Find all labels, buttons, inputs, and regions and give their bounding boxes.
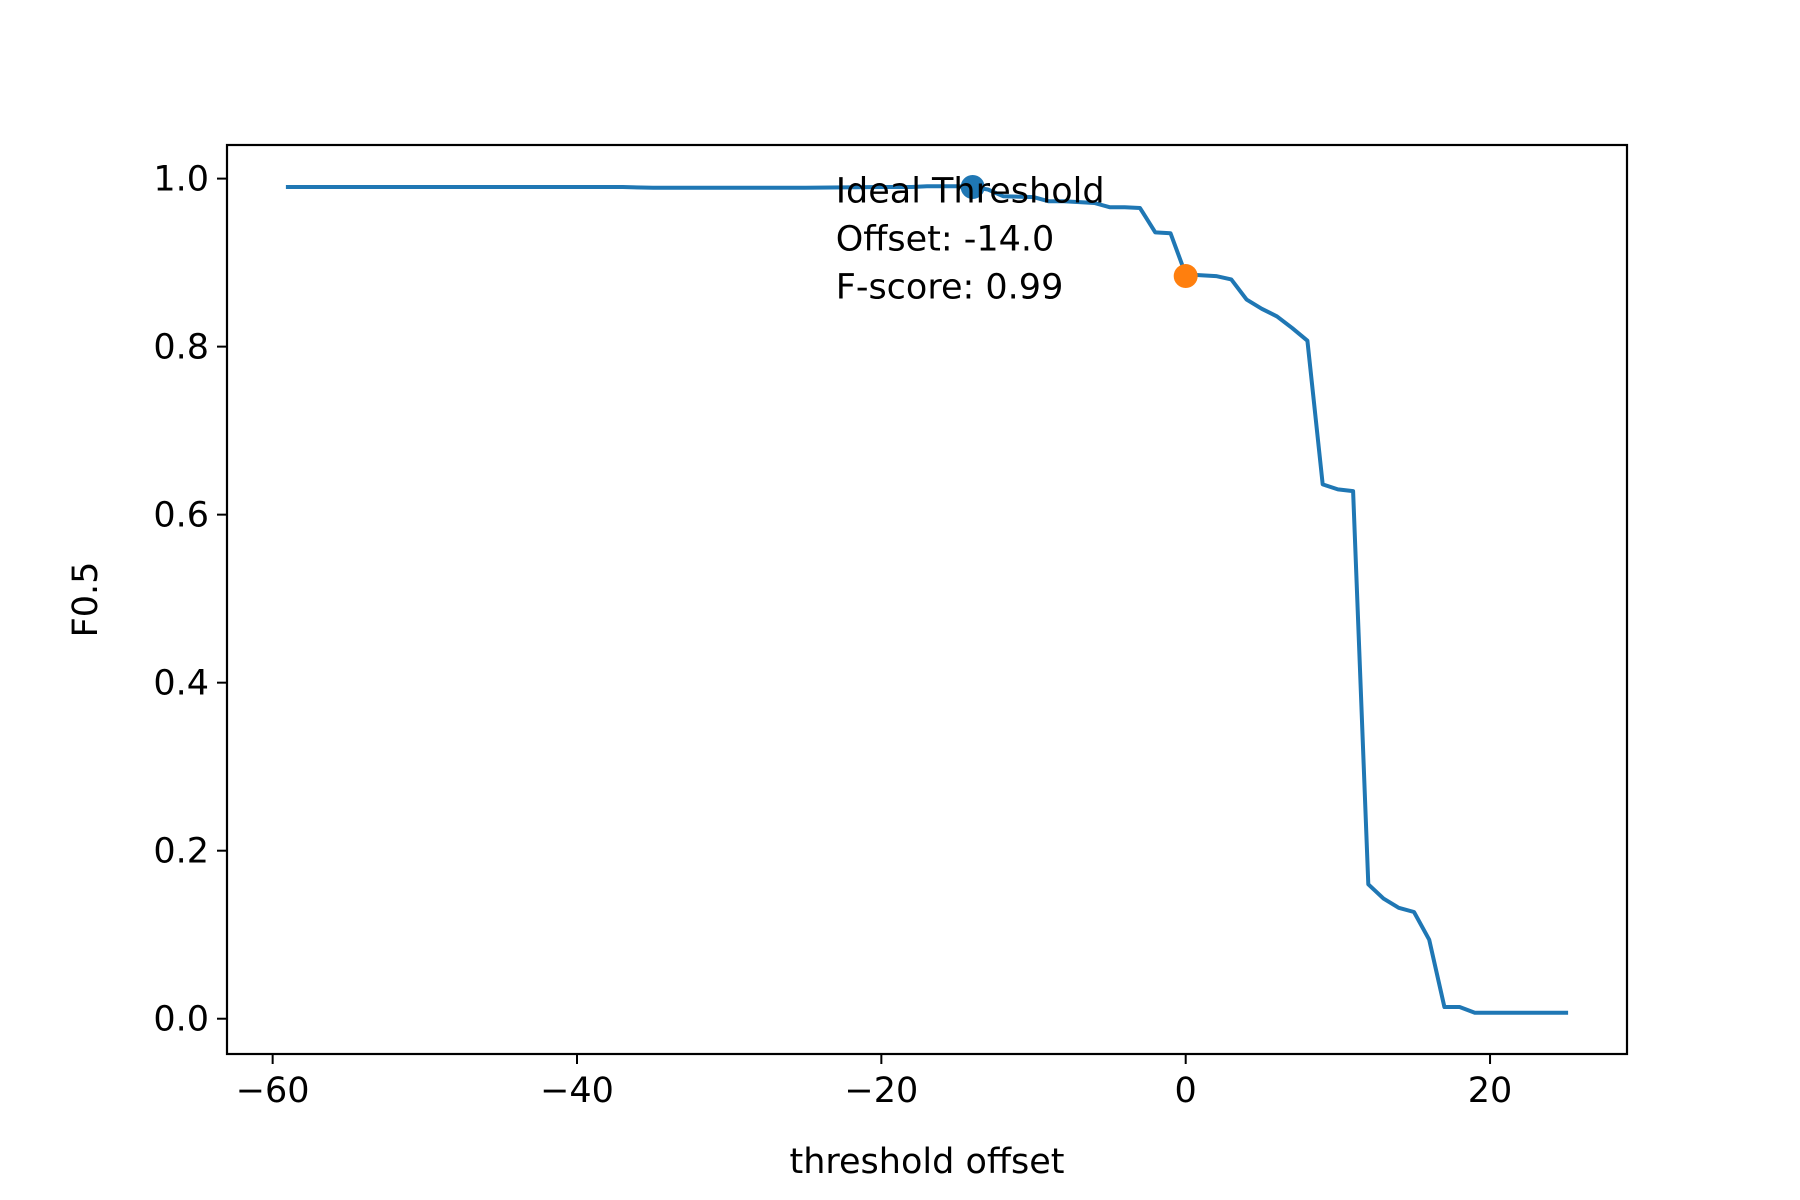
plot-frame [225, 143, 1629, 1056]
annotation-text: Ideal Threshold Offset: -14.0 F-score: 0.9… [836, 172, 1105, 308]
x-tick-label: 20 [1468, 1071, 1513, 1111]
point-marker [960, 175, 985, 200]
y-tick-label: 1.0 [153, 160, 209, 200]
y-tick-label: 0.8 [153, 328, 209, 368]
y-tick-label: 0.2 [153, 832, 209, 872]
x-axis-label: threshold offset [790, 1142, 1065, 1182]
ticks: −60 −40 −20 0 20 0.0 0.2 0.4 0.6 0.8 1.0 [153, 160, 1512, 1111]
annotation-line: F-score: 0.99 [836, 268, 1064, 308]
y-tick-label: 0.0 [153, 1000, 209, 1040]
x-tick-label: −60 [236, 1071, 310, 1111]
annotation-line: Offset: -14.0 [836, 220, 1055, 260]
x-tick-label: −20 [844, 1071, 918, 1111]
point-marker [1173, 264, 1198, 289]
annotation-line: Ideal Threshold [836, 172, 1105, 212]
markers-layer [960, 175, 1198, 289]
y-tick-label: 0.4 [153, 664, 209, 704]
y-axis-label: F0.5 [66, 562, 106, 638]
x-tick-label: −40 [540, 1071, 614, 1111]
x-tick-label: 0 [1175, 1071, 1197, 1111]
y-tick-label: 0.6 [153, 496, 209, 536]
